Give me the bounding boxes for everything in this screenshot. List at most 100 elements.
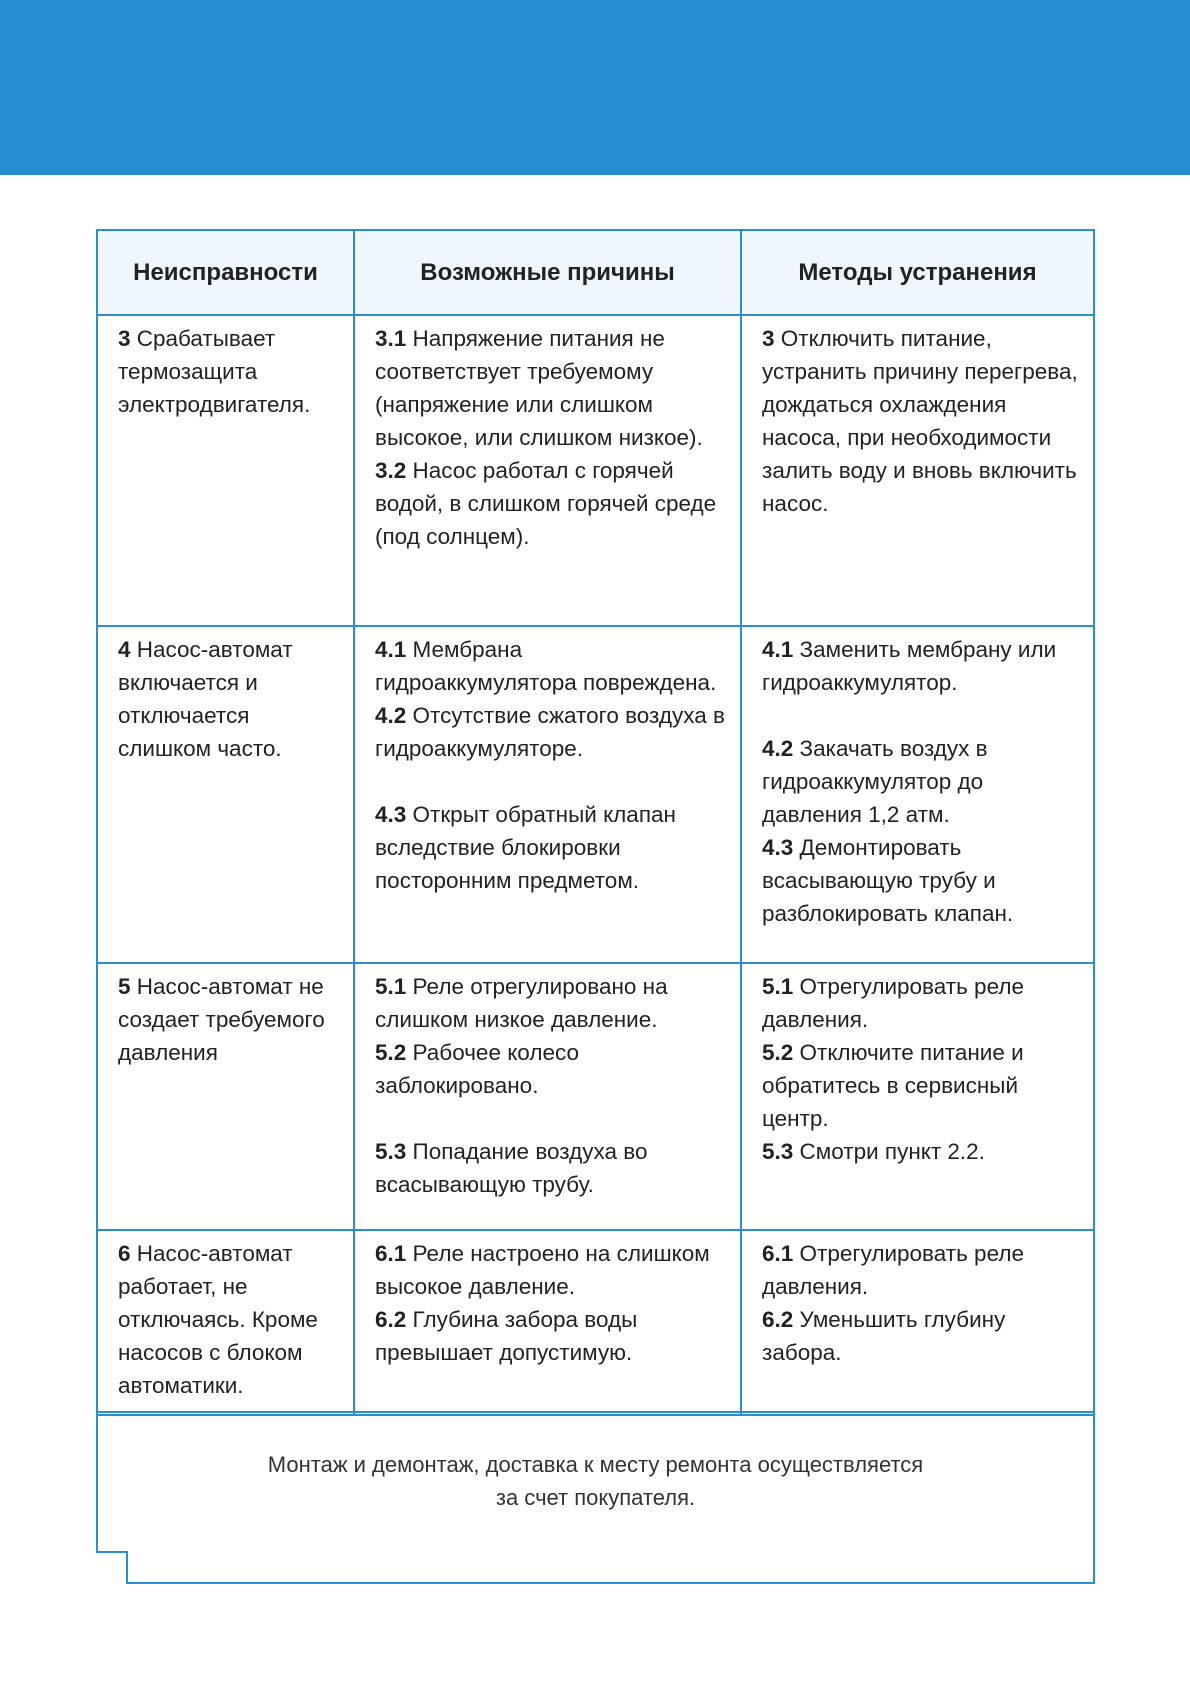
item-text: Открыт обратный клапан вследствие блокир… [375, 802, 676, 893]
cell-paragraph: 4.2 Закачать воздух в гидроаккумулятор д… [762, 732, 1083, 831]
header-band [0, 0, 1190, 175]
cell-paragraph: 4 Насос-автомат включается и отключается… [118, 633, 343, 765]
methods-cell: 4.1 Заменить мембрану или гидроаккумулят… [742, 627, 1093, 962]
cell-paragraph: 6.2 Уменьшить глубину забора. [762, 1303, 1083, 1369]
item-number: 5.1 [762, 974, 794, 999]
item-text: Отрегулировать реле давления. [762, 974, 1024, 1032]
cell-paragraph: 5.3 Смотри пункт 2.2. [762, 1135, 1083, 1168]
item-text: Насос-автомат не создает требуемого давл… [118, 974, 325, 1065]
item-number: 3.2 [375, 458, 407, 483]
item-number: 5.2 [375, 1040, 407, 1065]
notch-border [96, 1551, 128, 1553]
footer-note: Монтаж и демонтаж, доставка к месту ремо… [98, 1448, 1093, 1514]
item-number: 4.3 [762, 835, 794, 860]
item-text: Насос-автомат включается и отключается с… [118, 637, 293, 761]
item-number: 4 [118, 637, 131, 662]
methods-cell: 5.1 Отрегулировать реле давления. 5.2 Отк… [742, 964, 1093, 1229]
footer-line-2: за счет покупателя. [495, 1485, 696, 1510]
cell-paragraph: 6.1 Реле настроено на слишком высокое да… [375, 1237, 730, 1303]
fault-cell: 6 Насос-автомат работает, не отключаясь.… [98, 1231, 355, 1414]
item-text: Отключите питание и обратитесь в сервисн… [762, 1040, 1024, 1131]
item-text: Демонтировать всасывающую трубу и разбло… [762, 835, 1014, 926]
item-text: Напряжение питания не соответствует треб… [375, 326, 703, 450]
cell-paragraph: 5.1 Реле отрегулировано на слишком низко… [375, 970, 730, 1036]
fault-cell: 5 Насос-автомат не создает требуемого да… [98, 964, 355, 1229]
cell-paragraph: 3.2 Насос работал с горячей водой, в сли… [375, 454, 730, 553]
cell-paragraph: 4.2 Отсутствие сжатого воздуха в гидроак… [375, 699, 730, 765]
item-text: Реле отрегулировано на слишком низкое да… [375, 974, 668, 1032]
item-number: 4.1 [375, 637, 407, 662]
table-row: 3 Срабатывает термозащита электродвигате… [98, 314, 1093, 625]
causes-cell: 6.1 Реле настроено на слишком высокое да… [355, 1231, 742, 1414]
item-number: 4.3 [375, 802, 407, 827]
item-text: Закачать воздух в гидроаккумулятор до да… [762, 736, 988, 827]
cell-paragraph: 5.2 Отключите питание и обратитесь в сер… [762, 1036, 1083, 1135]
cell-paragraph: 4.3 Открыт обратный клапан вследствие бл… [375, 798, 730, 897]
item-text: Попадание воздуха во всасывающую трубу. [375, 1139, 648, 1197]
item-text: Реле настроено на слишком высокое давлен… [375, 1241, 710, 1299]
fault-cell: 3 Срабатывает термозащита электродвигате… [98, 316, 355, 625]
item-text: Срабатывает термозащита электродвигателя… [118, 326, 311, 417]
causes-cell: 4.1 Мембрана гидроаккумулятора поврежден… [355, 627, 742, 962]
column-header-causes: Возможные причины [355, 231, 742, 314]
cell-paragraph: 6.2 Глубина забора воды превышает допуст… [375, 1303, 730, 1369]
notch-border [126, 1551, 128, 1584]
footer-line-1: Монтаж и демонтаж, доставка к месту ремо… [267, 1452, 924, 1477]
table-row: 4 Насос-автомат включается и отключается… [98, 625, 1093, 962]
troubleshooting-table: Неисправности Возможные причины Методы у… [96, 229, 1095, 1416]
cell-paragraph: 4.3 Демонтировать всасывающую трубу и ра… [762, 831, 1083, 930]
item-text: Уменьшить глубину забора. [762, 1307, 1006, 1365]
spacer [762, 699, 1083, 732]
item-text: Насос-автомат работает, не отключаясь. К… [118, 1241, 318, 1398]
notch-cutout [94, 1553, 126, 1586]
cell-paragraph: 6.1 Отрегулировать реле давления. [762, 1237, 1083, 1303]
spacer [375, 1102, 730, 1135]
item-number: 6.1 [375, 1241, 407, 1266]
item-number: 5 [118, 974, 131, 999]
item-text: Глубина забора воды превышает допустимую… [375, 1307, 638, 1365]
cell-paragraph: 5.3 Попадание воздуха во всасывающую тру… [375, 1135, 730, 1201]
item-number: 4.2 [375, 703, 407, 728]
item-number: 3 [762, 326, 775, 351]
cell-paragraph: 3 Срабатывает термозащита электродвигате… [118, 322, 343, 421]
item-text: Отрегулировать реле давления. [762, 1241, 1024, 1299]
item-number: 4.2 [762, 736, 794, 761]
item-number: 6.1 [762, 1241, 794, 1266]
cell-paragraph: 3 Отключить питание, устранить причину п… [762, 322, 1083, 520]
cell-paragraph: 4.1 Заменить мембрану или гидроаккумулят… [762, 633, 1083, 699]
cell-paragraph: 4.1 Мембрана гидроаккумулятора поврежден… [375, 633, 730, 699]
column-header-methods: Методы устранения [798, 259, 1037, 286]
item-number: 5.3 [762, 1139, 794, 1164]
item-text: Рабочее колесо заблокировано. [375, 1040, 579, 1098]
causes-cell: 5.1 Реле отрегулировано на слишком низко… [355, 964, 742, 1229]
table-row: 6 Насос-автомат работает, не отключаясь.… [98, 1229, 1093, 1414]
cell-paragraph: 3.1 Напряжение питания не соответствует … [375, 322, 730, 454]
item-number: 5.2 [762, 1040, 794, 1065]
cell-paragraph: 6 Насос-автомат работает, не отключаясь.… [118, 1237, 343, 1402]
column-header-faults: Неисправности [98, 231, 355, 314]
footer-note-box: Монтаж и демонтаж, доставка к месту ремо… [96, 1411, 1095, 1584]
methods-cell: 3 Отключить питание, устранить причину п… [742, 316, 1093, 625]
item-number: 3 [118, 326, 131, 351]
footer-bottom-border [126, 1582, 1095, 1584]
item-number: 5.3 [375, 1139, 407, 1164]
cell-paragraph: 5 Насос-автомат не создает требуемого да… [118, 970, 343, 1069]
cell-paragraph: 5.1 Отрегулировать реле давления. [762, 970, 1083, 1036]
table-row: 5 Насос-автомат не создает требуемого да… [98, 962, 1093, 1229]
spacer [375, 765, 730, 798]
item-number: 6 [118, 1241, 131, 1266]
cell-paragraph: 5.2 Рабочее колесо заблокировано. [375, 1036, 730, 1102]
causes-cell: 3.1 Напряжение питания не соответствует … [355, 316, 742, 625]
item-text: Отсутствие сжатого воздуха в гидроаккуму… [375, 703, 725, 761]
fault-cell: 4 Насос-автомат включается и отключается… [98, 627, 355, 962]
table-header-row: Неисправности Возможные причины Методы у… [98, 231, 1093, 314]
item-number: 6.2 [762, 1307, 794, 1332]
methods-cell: 6.1 Отрегулировать реле давления. 6.2 Уме… [742, 1231, 1093, 1414]
item-number: 3.1 [375, 326, 407, 351]
item-text: Отключить питание, устранить причину пер… [762, 326, 1078, 516]
item-text: Заменить мембрану или гидроаккумулятор. [762, 637, 1057, 695]
item-number: 6.2 [375, 1307, 407, 1332]
item-text: Насос работал с горячей водой, в слишком… [375, 458, 717, 549]
item-number: 5.1 [375, 974, 407, 999]
item-number: 4.1 [762, 637, 794, 662]
